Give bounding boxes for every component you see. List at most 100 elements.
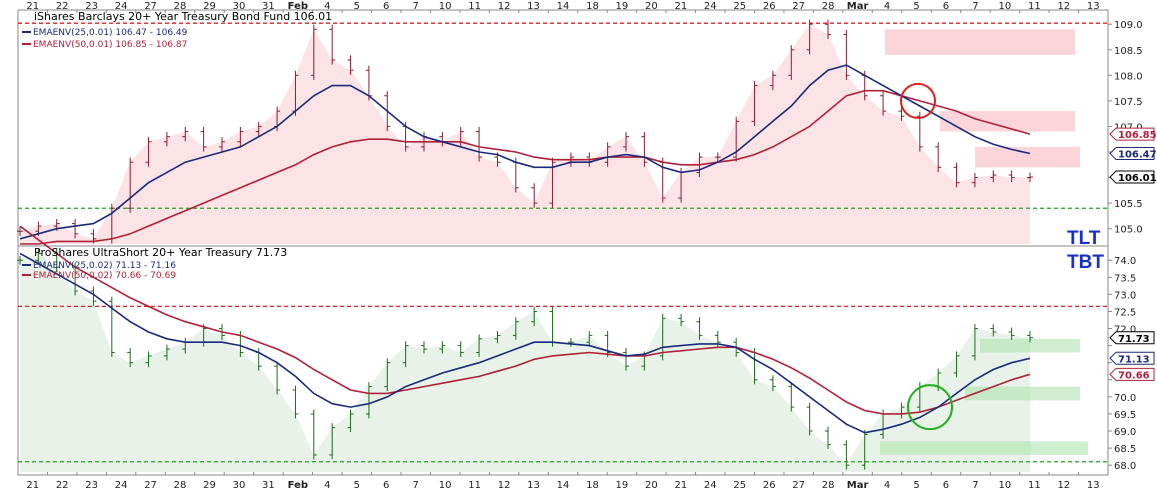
y-tick-label: 107.5 [1114, 97, 1143, 108]
bottom-x-tick-label: 5 [354, 480, 360, 491]
top-x-axis: 21 22 23 24 27 28 29 30 31 Feb 4 5 6 7 10 11 12 13 14 18 19 2… [17, 1, 1100, 13]
top-x-tick-label: Mar [847, 1, 869, 12]
tbt-title: ProShares UltraShort 20+ Year Treasury 7… [34, 246, 287, 259]
top-x-tick-label: 27 [144, 1, 157, 12]
y-tick-label: 109.0 [1114, 20, 1143, 31]
bottom-x-tick-label: 24 [115, 480, 128, 491]
highlight-zone [885, 29, 1075, 55]
price-tag: 70.66 [1109, 367, 1155, 381]
bottom-x-tick-label: Feb [288, 480, 308, 491]
top-x-tick-label: 7 [413, 1, 419, 12]
bottom-x-tick-label: 29 [203, 480, 216, 491]
top-x-tick-label: 23 [85, 1, 98, 12]
price-area [20, 24, 1030, 245]
top-x-tick-label: 21 [26, 1, 39, 12]
top-x-tick-label: 21 [674, 1, 687, 12]
top-x-tick-label: 24 [115, 1, 128, 12]
top-x-tick-label: 6 [383, 1, 389, 12]
ema25-line [19, 252, 1031, 434]
top-x-tick-label: 13 [527, 1, 540, 12]
bottom-x-tick-label: 6 [943, 480, 949, 491]
bottom-x-tick-label: 30 [233, 480, 246, 491]
price-tag: 106.01 [1109, 170, 1157, 184]
bottom-x-tick-label: 4 [324, 480, 330, 491]
chart-frame [17, 9, 1109, 476]
bottom-x-tick-label: 11 [468, 480, 481, 491]
bottom-x-tick-label: 18 [586, 480, 599, 491]
price-tag: 106.85 [1109, 127, 1157, 141]
bottom-x-tick-label: 6 [383, 480, 389, 491]
bottom-x-tick-label: 26 [763, 480, 776, 491]
bottom-x-tick-label: 21 [674, 480, 687, 491]
bottom-x-tick-label: 28 [174, 480, 187, 491]
highlight-zone [980, 338, 1080, 353]
bottom-x-tick-label: 27 [144, 480, 157, 491]
y-tick-label: 105.0 [1114, 225, 1143, 236]
tlt-symbol-label: TLT [1067, 228, 1101, 249]
top-x-tick-label: 4 [324, 1, 330, 12]
price-tag-label: 70.66 [1118, 370, 1150, 381]
bottom-x-tick-label: 4 [884, 480, 890, 491]
bottom-x-tick-label: 28 [822, 480, 835, 491]
top-x-tick-label: 12 [498, 1, 511, 12]
bottom-x-tick-label: 13 [1087, 480, 1100, 491]
top-x-tick-label: 7 [972, 1, 978, 12]
y-tick-label: 108.5 [1114, 46, 1143, 57]
tlt-legend-ema25: EMAENV(25,0.01) 106.47 - 106.49 [33, 28, 188, 38]
highlight-zone [965, 386, 1080, 401]
top-x-tick-label: 12 [1057, 1, 1070, 12]
bottom-x-tick-label: 27 [792, 480, 805, 491]
highlight-zone [940, 111, 1075, 132]
price-tag: 71.73 [1109, 331, 1155, 345]
bottom-x-tick-label: 21 [26, 480, 39, 491]
highlight-zone [880, 441, 1088, 455]
tlt-panel: 105.0105.5106.0107.0107.5108.0108.5109.0… [17, 19, 1157, 245]
price-tag-label: 106.85 [1118, 130, 1157, 141]
bottom-x-tick-label: 12 [498, 480, 511, 491]
annotation-circle [900, 82, 936, 119]
tbt-legend-ema50: EMAENV(50,0.02) 70.66 - 70.69 [33, 271, 176, 281]
bottom-x-tick-label: 10 [439, 480, 452, 491]
y-tick-label: 108.0 [1114, 71, 1143, 82]
bottom-x-tick-label: 20 [645, 480, 658, 491]
top-x-tick-label: 10 [999, 1, 1012, 12]
y-tick-label: 105.5 [1114, 199, 1143, 210]
top-x-tick-label: 19 [616, 1, 629, 12]
bottom-x-axis: 21 22 23 24 27 28 29 30 31 Feb 4 5 6 7 10 11 12 13 14 18 19 2… [17, 472, 1100, 491]
top-x-tick-label: 28 [822, 1, 835, 12]
top-x-tick-label: 4 [884, 1, 890, 12]
bottom-x-tick-label: 31 [262, 480, 275, 491]
top-x-tick-label: 30 [233, 1, 246, 12]
top-x-tick-label: Feb [288, 1, 308, 12]
bottom-x-tick-label: 10 [999, 480, 1012, 491]
price-tag-label: 71.13 [1118, 354, 1150, 365]
top-x-tick-label: 11 [1028, 1, 1041, 12]
bottom-x-tick-label: 13 [527, 480, 540, 491]
tlt-legend: EMAENV(25,0.01) 106.47 - 106.49 EMAENV(5… [22, 28, 188, 50]
y-tick-label: 73.0 [1114, 290, 1136, 301]
y-tick-label: 72.0 [1114, 325, 1136, 336]
bottom-x-tick-label: 5 [913, 480, 919, 491]
bottom-x-tick-label: 25 [733, 480, 746, 491]
top-x-tick-label: 5 [354, 1, 360, 12]
top-x-tick-label: 26 [763, 1, 776, 12]
bottom-x-tick-label: 14 [557, 480, 570, 491]
top-x-tick-label: 10 [439, 1, 452, 12]
top-x-tick-label: 31 [262, 1, 275, 12]
bottom-x-tick-label: 24 [704, 480, 717, 491]
top-x-tick-label: 20 [645, 1, 658, 12]
highlight-zone [975, 146, 1080, 168]
y-tick-label: 68.0 [1114, 461, 1136, 472]
annotation-circle [907, 384, 953, 431]
tbt-legend: EMAENV(25,0.02) 71.13 - 71.16 EMAENV(50,… [22, 261, 176, 281]
top-x-tick-label: 13 [1087, 1, 1100, 12]
bottom-x-tick-label: 7 [972, 480, 978, 491]
top-x-tick-label: 5 [913, 1, 919, 12]
y-tick-label: 73.5 [1114, 273, 1136, 284]
price-tag-label: 106.01 [1118, 173, 1157, 184]
bottom-x-tick-label: 7 [413, 480, 419, 491]
y-tick-label: 70.0 [1114, 393, 1136, 404]
bottom-x-tick-label: 12 [1057, 480, 1070, 491]
top-x-tick-label: 14 [557, 1, 570, 12]
